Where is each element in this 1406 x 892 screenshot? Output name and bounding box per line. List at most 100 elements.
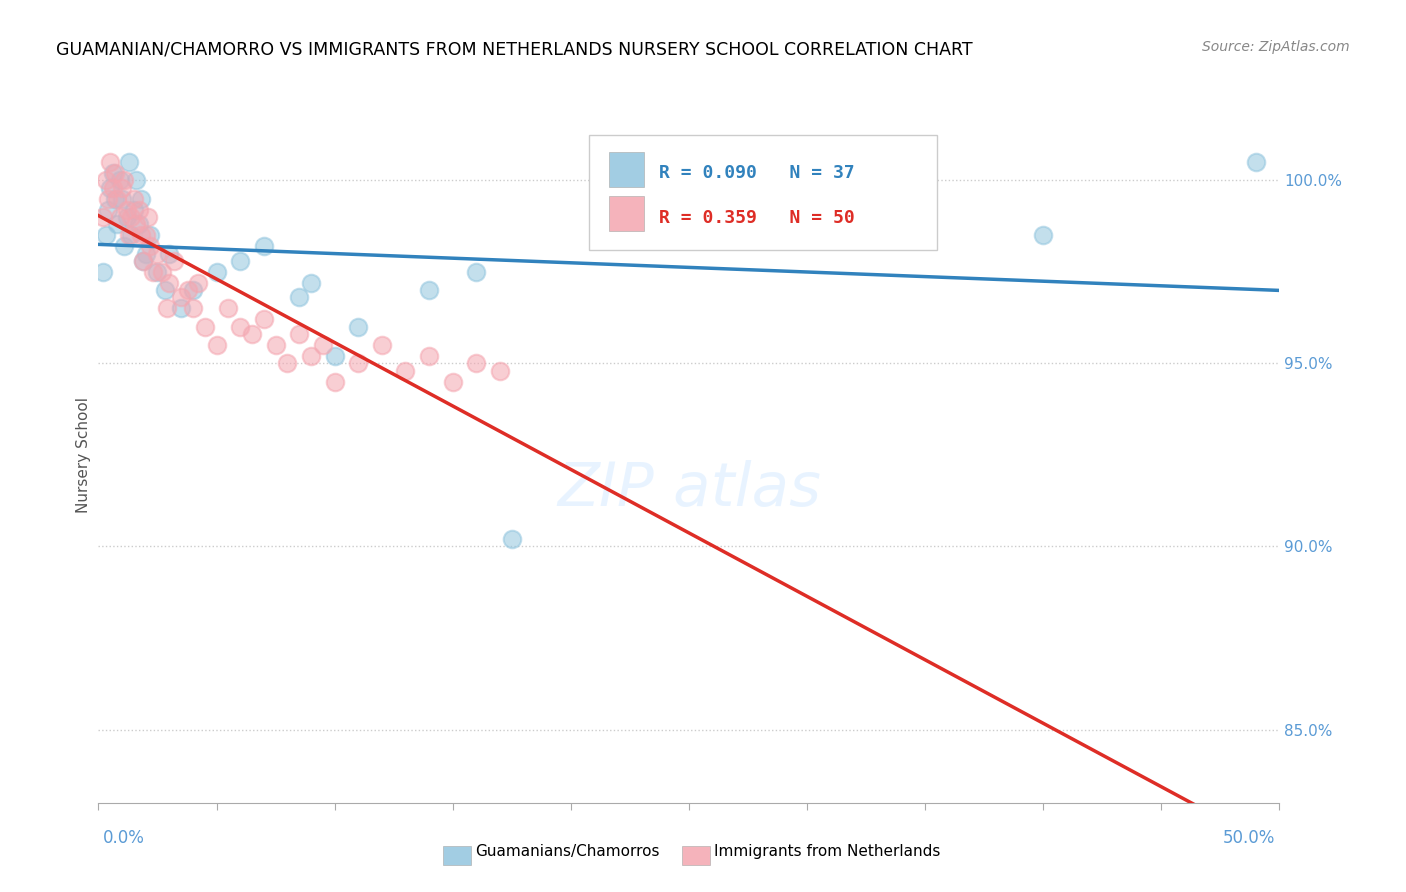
Point [111, 192, 134, 206]
Point [112, 239, 135, 253]
Point [98, 155, 121, 169]
Point [205, 338, 228, 352]
Point [91, 210, 114, 224]
Point [112, 173, 135, 187]
Point [125, 173, 148, 187]
Point [122, 192, 145, 206]
Point [194, 319, 217, 334]
Point [187, 276, 209, 290]
Point [371, 338, 394, 352]
Point [139, 239, 162, 253]
Text: R = 0.359   N = 50: R = 0.359 N = 50 [659, 209, 855, 227]
Point [347, 319, 370, 334]
Point [115, 202, 138, 217]
Point [153, 283, 176, 297]
Point [128, 202, 150, 217]
Point [1244, 155, 1267, 169]
Point [181, 301, 204, 316]
Point [347, 356, 370, 370]
Point [288, 327, 311, 342]
Point [146, 246, 169, 260]
Point [129, 192, 152, 206]
Text: GUAMANIAN/CHAMORRO VS IMMIGRANTS FROM NETHERLANDS NURSERY SCHOOL CORRELATION CHA: GUAMANIAN/CHAMORRO VS IMMIGRANTS FROM NE… [56, 40, 973, 58]
Point [94, 173, 117, 187]
Point [465, 265, 488, 279]
Point [142, 265, 165, 279]
Point [105, 192, 128, 206]
Point [97, 192, 120, 206]
Text: Guamanians/Chamorros: Guamanians/Chamorros [475, 845, 659, 859]
Point [288, 290, 311, 304]
Point [217, 301, 239, 316]
Point [299, 349, 322, 363]
Point [118, 155, 141, 169]
Text: ZIP atlas: ZIP atlas [557, 460, 821, 519]
Point [205, 265, 228, 279]
Point [1032, 228, 1054, 243]
Point [108, 173, 131, 187]
Point [163, 253, 186, 268]
Text: Source: ZipAtlas.com: Source: ZipAtlas.com [1202, 40, 1350, 54]
Point [97, 202, 120, 217]
Point [136, 210, 159, 224]
Point [276, 356, 298, 370]
Point [264, 338, 287, 352]
Point [135, 246, 157, 260]
Point [91, 265, 114, 279]
Point [132, 253, 155, 268]
Point [253, 312, 276, 326]
Point [253, 239, 276, 253]
Point [104, 192, 127, 206]
Point [299, 276, 322, 290]
Point [177, 283, 200, 297]
Point [115, 210, 138, 224]
Point [122, 202, 145, 217]
Point [323, 375, 346, 389]
Point [139, 228, 162, 243]
Point [418, 283, 440, 297]
Text: 0.0%: 0.0% [103, 829, 145, 847]
Point [229, 319, 252, 334]
Point [157, 276, 180, 290]
Point [150, 265, 173, 279]
Point [170, 301, 193, 316]
Point [156, 301, 179, 316]
Point [312, 338, 335, 352]
Point [132, 253, 155, 268]
Point [501, 532, 523, 546]
Point [418, 349, 440, 363]
Text: Immigrants from Netherlands: Immigrants from Netherlands [714, 845, 941, 859]
Point [111, 180, 134, 194]
Text: 50.0%: 50.0% [1223, 829, 1275, 847]
Point [394, 364, 416, 378]
Point [489, 364, 512, 378]
Point [98, 180, 121, 194]
Point [94, 228, 117, 243]
Point [170, 290, 193, 304]
Point [101, 166, 124, 180]
Bar [609, 196, 644, 231]
Point [229, 253, 252, 268]
Point [104, 166, 127, 180]
Y-axis label: Nursery School: Nursery School [76, 397, 91, 513]
Point [129, 228, 152, 243]
Point [108, 210, 131, 224]
Point [465, 356, 488, 370]
Point [146, 265, 169, 279]
Point [121, 228, 143, 243]
Point [101, 180, 124, 194]
Point [128, 217, 150, 231]
Point [105, 217, 128, 231]
Point [240, 327, 263, 342]
Point [181, 283, 204, 297]
Point [125, 217, 148, 231]
Point [441, 375, 464, 389]
Point [323, 349, 346, 363]
Text: R = 0.090   N = 37: R = 0.090 N = 37 [659, 164, 855, 182]
Point [157, 246, 180, 260]
Point [118, 228, 141, 243]
Point [121, 210, 143, 224]
FancyBboxPatch shape [589, 135, 936, 250]
Bar [609, 153, 644, 187]
Point [135, 228, 157, 243]
